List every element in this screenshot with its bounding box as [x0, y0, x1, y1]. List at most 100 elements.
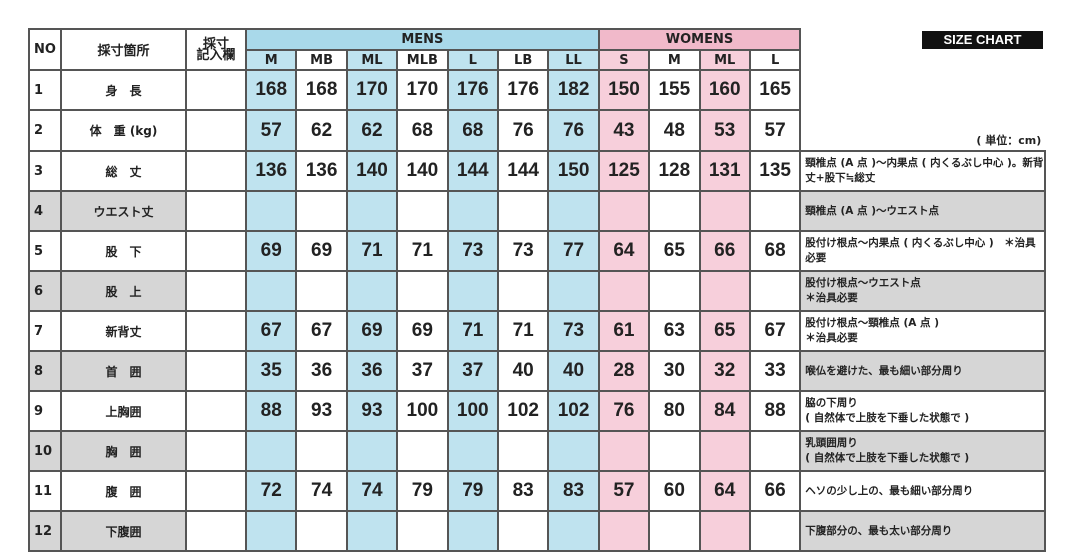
- size-value: 35: [244, 350, 298, 392]
- size-value: 66: [748, 470, 802, 512]
- record-cell[interactable]: [185, 270, 247, 312]
- row-label: 腹 囲: [60, 470, 187, 512]
- record-cell[interactable]: [185, 390, 247, 432]
- size-value: [698, 430, 751, 472]
- size-value: [396, 270, 449, 312]
- table-row: 11 腹 囲 72 74 74 79 79 83 83 57 60 64 66 ヘソの少し上の、最も細い部…: [28, 470, 1047, 512]
- record-cell[interactable]: [185, 190, 247, 232]
- size-value: [244, 190, 298, 232]
- record-cell[interactable]: [185, 430, 247, 472]
- row-label: ウエスト丈: [60, 190, 187, 232]
- size-value: 73: [496, 230, 550, 272]
- size-value: 71: [496, 310, 550, 352]
- row-no: 6: [28, 270, 62, 312]
- size-value: [597, 430, 651, 472]
- row-label: 新背丈: [60, 310, 187, 352]
- row-label: 首 囲: [60, 350, 187, 392]
- record-cell[interactable]: [185, 150, 247, 192]
- size-value: [496, 510, 550, 552]
- row-no: 9: [28, 390, 62, 432]
- size-value: 100: [446, 390, 499, 432]
- size-value: 165: [748, 69, 802, 111]
- size-value: 150: [597, 69, 651, 111]
- size-value: 150: [547, 150, 600, 192]
- record-cell[interactable]: [185, 350, 247, 392]
- size-value: [648, 190, 701, 232]
- record-cell[interactable]: [185, 470, 247, 512]
- table-row: 9 上胸囲 88 93 93 100 100 102 102 76 80 84 88 脇の下周り ( 自然…: [28, 390, 1047, 432]
- size-value: 144: [496, 150, 550, 192]
- size-value: [547, 430, 600, 472]
- row-note: 喉仏を避けた、最も細い部分周り: [799, 350, 1047, 392]
- size-value: [244, 430, 298, 472]
- size-header: ML: [345, 49, 399, 71]
- record-cell[interactable]: [185, 69, 247, 111]
- record-cell[interactable]: [185, 510, 247, 552]
- unit-label: ( 単位：cm): [800, 110, 1046, 152]
- size-value: 32: [698, 350, 751, 392]
- row-note: ヘソの少し上の、最も細い部分周り: [799, 470, 1047, 512]
- size-value: [648, 510, 701, 552]
- size-value: 74: [345, 470, 399, 512]
- size-value: 64: [698, 470, 751, 512]
- size-value: 93: [295, 390, 348, 432]
- size-value: 71: [446, 310, 499, 352]
- row-no: 8: [28, 350, 62, 392]
- size-value: 136: [244, 150, 298, 192]
- size-value: [698, 270, 751, 312]
- row-note: 脇の下周り ( 自然体で上肢を下垂した状態で ): [799, 390, 1047, 432]
- size-value: 93: [345, 390, 399, 432]
- size-value: 69: [345, 310, 399, 352]
- size-value: [446, 190, 499, 232]
- row-label: 胸 囲: [60, 430, 187, 472]
- size-value: 65: [648, 230, 701, 272]
- record-cell[interactable]: [185, 109, 247, 152]
- record-cell[interactable]: [185, 230, 247, 272]
- size-header: M: [244, 49, 298, 71]
- size-value: [345, 510, 399, 552]
- size-value: [648, 430, 701, 472]
- size-value: 71: [396, 230, 449, 272]
- size-value: 36: [295, 350, 348, 392]
- size-header: M: [648, 49, 701, 71]
- size-value: [698, 190, 751, 232]
- size-value: 63: [648, 310, 701, 352]
- size-value: [345, 430, 399, 472]
- row-no: 10: [28, 430, 62, 472]
- size-value: [597, 190, 651, 232]
- size-value: [345, 190, 399, 232]
- size-value: 160: [698, 69, 751, 111]
- row-no: 1: [28, 69, 62, 111]
- size-value: 76: [597, 390, 651, 432]
- size-value: 67: [295, 310, 348, 352]
- size-value: [698, 510, 751, 552]
- table-row: 4 ウエスト丈 頸椎点 (A 点 )〜ウエスト点: [28, 190, 1047, 232]
- size-value: 84: [698, 390, 751, 432]
- row-no: 12: [28, 510, 62, 552]
- size-value: 62: [295, 109, 348, 152]
- row-label: 総 丈: [60, 150, 187, 192]
- row-no: 11: [28, 470, 62, 512]
- table-row: 12 下腹囲 下腹部分の、最も太い部分周り: [28, 510, 1047, 552]
- size-value: 79: [396, 470, 449, 512]
- size-value: 76: [496, 109, 550, 152]
- row-no: 4: [28, 190, 62, 232]
- size-value: 102: [547, 390, 600, 432]
- row-no: 7: [28, 310, 62, 352]
- size-value: 62: [345, 109, 399, 152]
- size-value: [496, 270, 550, 312]
- size-value: 36: [345, 350, 399, 392]
- size-value: [446, 270, 499, 312]
- record-cell[interactable]: [185, 310, 247, 352]
- size-value: [748, 510, 802, 552]
- size-value: 100: [396, 390, 449, 432]
- size-value: 33: [748, 350, 802, 392]
- size-value: [396, 510, 449, 552]
- row-label: 上胸囲: [60, 390, 187, 432]
- size-chart-badge: SIZE CHART: [922, 31, 1043, 49]
- size-value: [244, 270, 298, 312]
- row-label: 身 長: [60, 69, 187, 111]
